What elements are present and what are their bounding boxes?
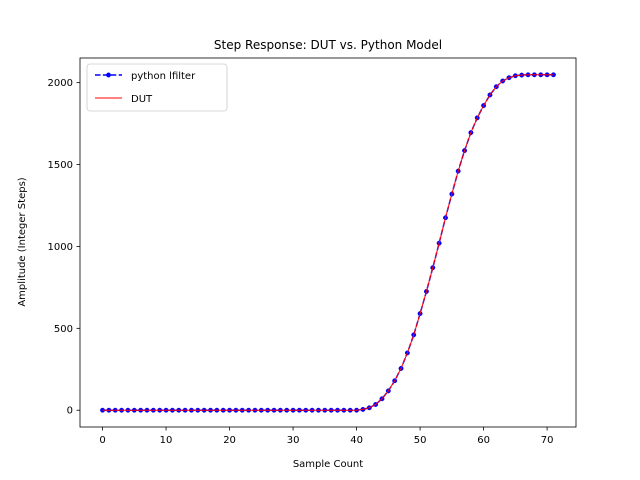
chart-title: Step Response: DUT vs. Python Model: [214, 38, 442, 52]
x-tick-label: 40: [350, 435, 363, 446]
y-tick-label: 0: [67, 406, 73, 417]
y-tick-label: 1500: [48, 160, 73, 171]
x-tick-label: 60: [477, 435, 490, 446]
y-axis-label: Amplitude (Integer Steps): [17, 177, 28, 306]
x-tick-label: 20: [223, 435, 236, 446]
x-tick-label: 70: [541, 435, 554, 446]
legend: python lfilter DUT: [86, 63, 228, 112]
x-axis-label: Sample Count: [293, 459, 363, 470]
legend-marker-python-lfilter: [106, 72, 111, 78]
x-tick-label: 10: [160, 435, 173, 446]
x-tick-label: 50: [414, 435, 427, 446]
y-tick-label: 2000: [48, 78, 73, 89]
x-tick-label: 30: [287, 435, 300, 446]
plot-area: [100, 72, 556, 413]
x-axis-ticks: 0 10 20 30 40 50 60 70: [99, 427, 553, 446]
y-tick-label: 500: [54, 324, 73, 335]
legend-label-dut: DUT: [131, 94, 153, 105]
series-line-dut: [102, 74, 554, 411]
x-tick-label: 0: [99, 435, 105, 446]
y-tick-label: 1000: [48, 242, 73, 253]
y-axis-ticks: 0 500 1000 1500 2000: [48, 78, 80, 417]
legend-label-python-lfilter: python lfilter: [131, 71, 196, 82]
axes-frame: [79, 57, 577, 428]
